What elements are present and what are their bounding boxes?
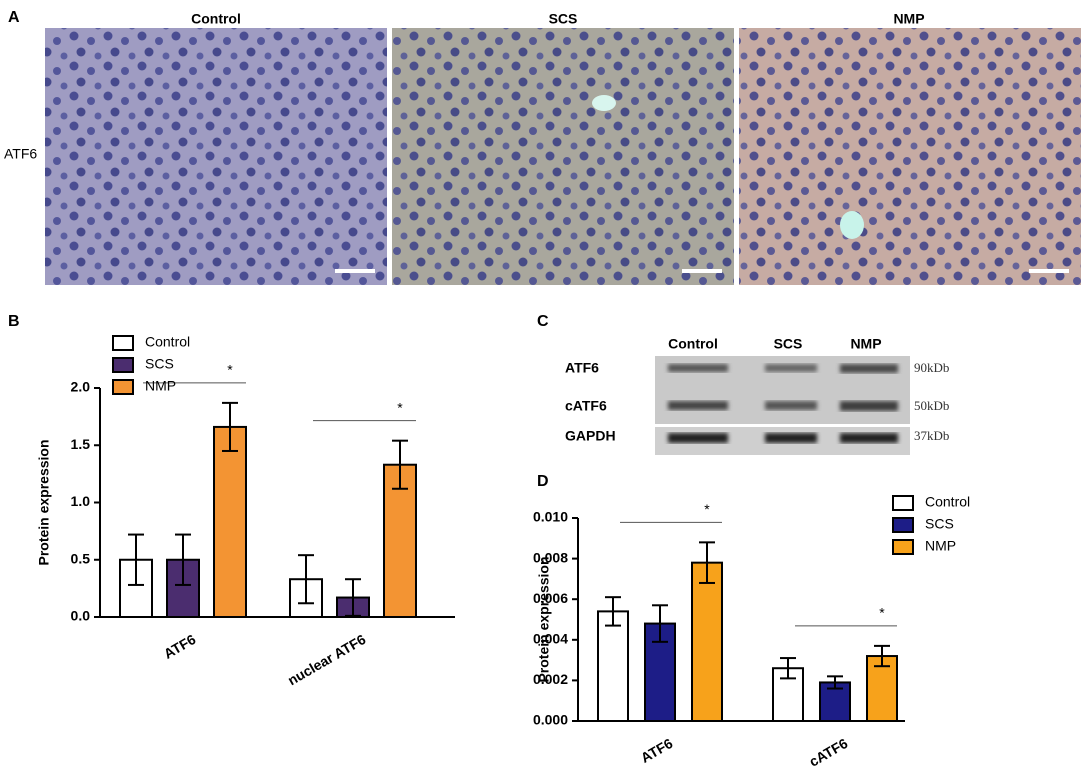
significance-mark: * [227, 362, 233, 378]
legend-swatch [892, 517, 914, 533]
micrograph [739, 28, 1081, 285]
legend-label: SCS [925, 516, 954, 532]
micrograph-row-label: ATF6 [4, 146, 37, 162]
significance-mark: * [704, 501, 710, 517]
y-tick-label: 0.008 [533, 549, 568, 565]
blot-row-label: cATF6 [565, 398, 607, 414]
significance-mark: * [879, 605, 885, 621]
blot-size-label: 37kDb [914, 428, 949, 443]
micrograph-title: SCS [549, 11, 578, 27]
panel-letter: D [537, 473, 549, 490]
y-tick-label: 0.002 [533, 671, 568, 687]
legend-label: Control [145, 334, 190, 350]
blot-row-label: ATF6 [565, 360, 599, 376]
legend-label: NMP [925, 538, 956, 554]
y-tick-label: 0.006 [533, 590, 568, 606]
bar [383, 463, 417, 618]
legend-label: SCS [145, 356, 174, 372]
x-tick-label: ATF6 [638, 735, 676, 766]
legend-swatch [892, 495, 914, 511]
blot [655, 356, 910, 455]
blot-row-label: GAPDH [565, 428, 616, 444]
legend-swatch [112, 379, 134, 395]
micrograph [45, 28, 387, 285]
bar [597, 610, 629, 723]
y-tick-label: 0.004 [533, 631, 568, 647]
y-tick-label: 1.0 [71, 493, 91, 509]
x-tick-label: cATF6 [806, 735, 850, 767]
y-axis-label: Protein expression [36, 439, 52, 565]
y-tick-label: 1.5 [71, 436, 91, 452]
y-axis-label: Protein expression [536, 556, 552, 682]
bar [691, 561, 723, 722]
y-tick-label: 0.5 [71, 550, 91, 566]
micrograph [392, 28, 734, 285]
y-tick-label: 0.000 [533, 712, 568, 728]
y-tick-label: 0.0 [71, 608, 91, 624]
legend-label: Control [925, 494, 970, 510]
blot-lane-label: NMP [850, 336, 881, 352]
legend-label: NMP [145, 378, 176, 394]
blot-size-label: 50kDb [914, 398, 949, 413]
panel-letter: C [537, 313, 549, 330]
legend-swatch [112, 335, 134, 351]
micrograph-title: Control [191, 11, 241, 27]
blot-lane-label: SCS [774, 336, 803, 352]
legend-swatch [892, 539, 914, 555]
blot-size-label: 90kDb [914, 360, 949, 375]
y-tick-label: 0.010 [533, 509, 568, 525]
legend-swatch [112, 357, 134, 373]
significance-mark: * [397, 399, 403, 415]
bar [213, 425, 247, 618]
panel-letter: B [8, 313, 20, 330]
x-tick-label: nuclear ATF6 [285, 631, 369, 689]
x-tick-label: ATF6 [161, 631, 199, 662]
micrograph-title: NMP [893, 11, 924, 27]
y-tick-label: 2.0 [71, 379, 91, 395]
blot-lane-label: Control [668, 336, 718, 352]
panel-letter: A [8, 9, 20, 26]
